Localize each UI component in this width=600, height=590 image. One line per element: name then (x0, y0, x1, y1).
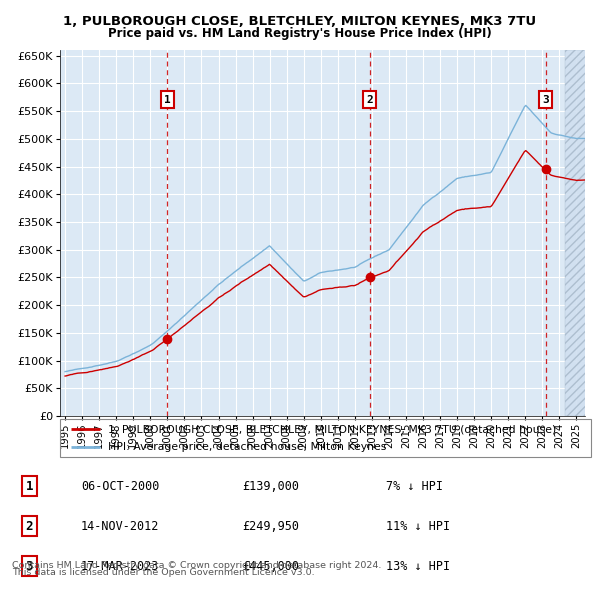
Text: Price paid vs. HM Land Registry's House Price Index (HPI): Price paid vs. HM Land Registry's House … (108, 27, 492, 40)
Text: 1, PULBOROUGH CLOSE, BLETCHLEY, MILTON KEYNES, MK3 7TU (detached house): 1, PULBOROUGH CLOSE, BLETCHLEY, MILTON K… (108, 424, 556, 434)
Text: 11% ↓ HPI: 11% ↓ HPI (386, 520, 451, 533)
Text: 2: 2 (367, 94, 373, 104)
Text: 3: 3 (26, 560, 33, 573)
Text: £249,950: £249,950 (242, 520, 299, 533)
Text: 13% ↓ HPI: 13% ↓ HPI (386, 560, 451, 573)
Text: 14-NOV-2012: 14-NOV-2012 (81, 520, 160, 533)
Text: 2: 2 (26, 520, 33, 533)
Text: 1: 1 (164, 94, 171, 104)
Text: £445,000: £445,000 (242, 560, 299, 573)
Text: This data is licensed under the Open Government Licence v3.0.: This data is licensed under the Open Gov… (12, 568, 314, 577)
Bar (565, 50, 593, 416)
Text: £139,000: £139,000 (242, 480, 299, 493)
Text: 06-OCT-2000: 06-OCT-2000 (81, 480, 160, 493)
Text: HPI: Average price, detached house, Milton Keynes: HPI: Average price, detached house, Milt… (108, 442, 386, 452)
Text: Contains HM Land Registry data © Crown copyright and database right 2024.: Contains HM Land Registry data © Crown c… (12, 561, 382, 570)
Text: 17-MAR-2023: 17-MAR-2023 (81, 560, 160, 573)
Text: 1, PULBOROUGH CLOSE, BLETCHLEY, MILTON KEYNES, MK3 7TU: 1, PULBOROUGH CLOSE, BLETCHLEY, MILTON K… (64, 15, 536, 28)
Text: 7% ↓ HPI: 7% ↓ HPI (386, 480, 443, 493)
Text: 3: 3 (542, 94, 550, 104)
Text: 1: 1 (26, 480, 33, 493)
